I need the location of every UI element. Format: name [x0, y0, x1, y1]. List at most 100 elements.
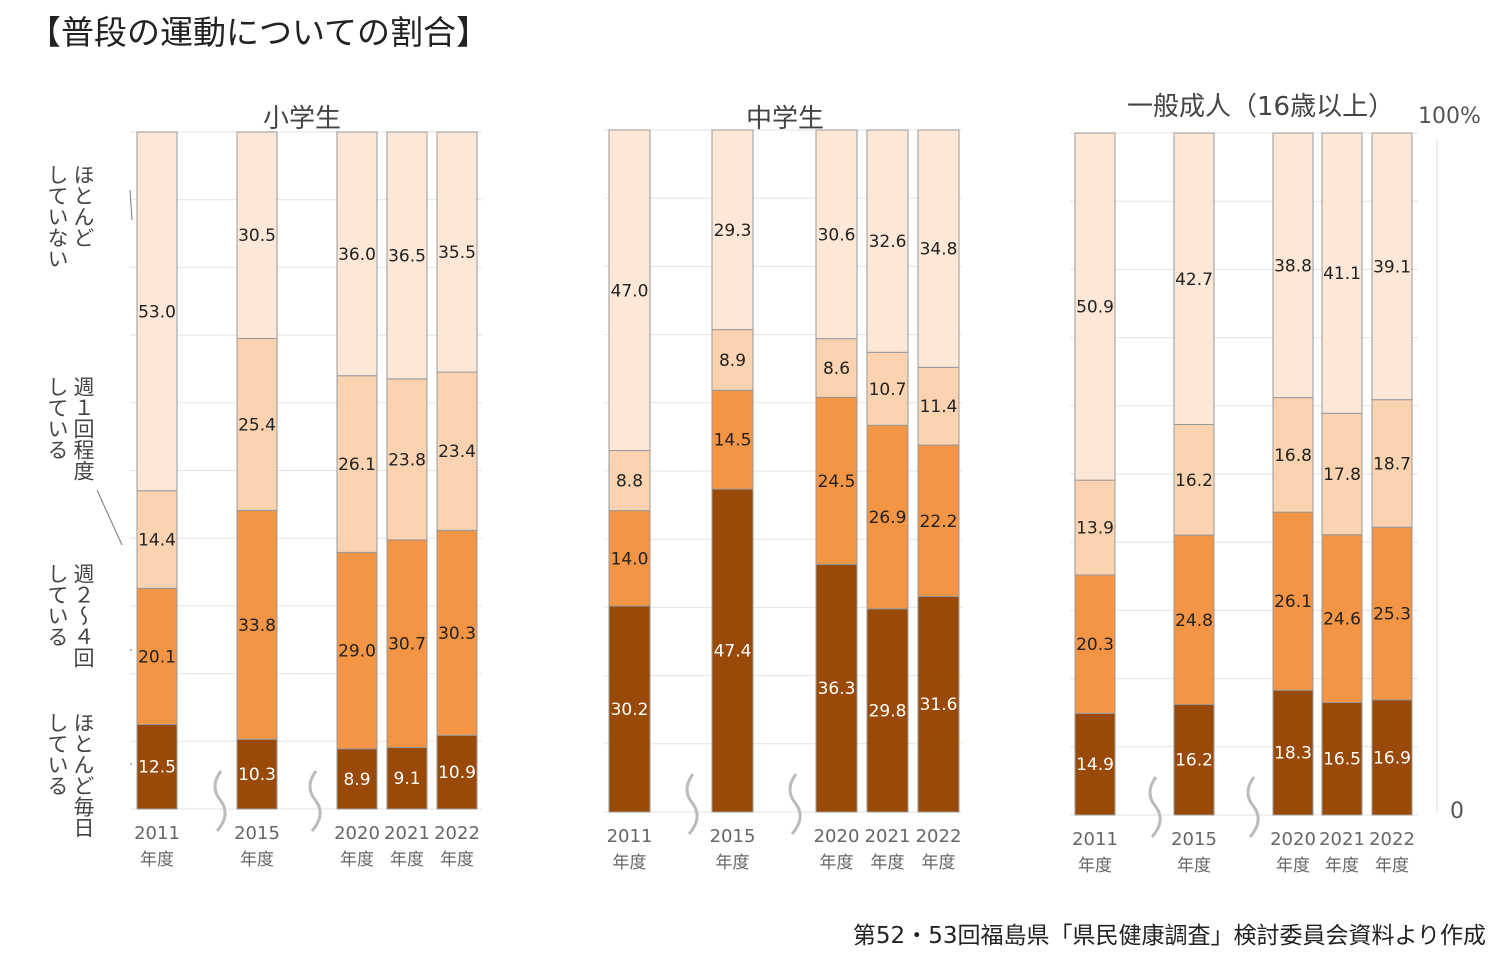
axis-label-bottom: 0	[1450, 799, 1464, 824]
data-label: 16.2	[1175, 471, 1213, 491]
figure-title: 【普段の運動についての割合】	[28, 13, 490, 52]
legend-label-none: ほとんど していない	[45, 164, 95, 269]
data-label: 11.4	[920, 397, 958, 417]
x-tick-suffix: 年度	[1276, 856, 1310, 876]
x-tick-label: 2021	[1319, 829, 1365, 850]
bar-segment	[336, 551, 378, 750]
data-label: 30.5	[238, 226, 276, 246]
data-label: 36.3	[818, 679, 856, 699]
bar-segment	[436, 529, 478, 736]
data-label: 24.5	[818, 472, 856, 492]
bar-segment	[436, 371, 478, 531]
x-tick-suffix: 年度	[716, 853, 750, 873]
data-label: 12.5	[138, 758, 176, 778]
data-label: 30.7	[388, 635, 426, 655]
x-tick-suffix: 年度	[340, 850, 374, 870]
x-tick-suffix: 年度	[1325, 856, 1359, 876]
data-label: 47.0	[611, 281, 649, 301]
bar-segment	[608, 605, 651, 813]
data-label: 32.6	[869, 232, 907, 252]
data-label: 16.9	[1373, 748, 1411, 768]
bar-segment	[866, 424, 909, 610]
bar-segment	[711, 129, 754, 331]
x-tick-suffix: 年度	[613, 853, 647, 873]
x-tick-label: 2021	[865, 826, 911, 847]
data-label: 34.8	[920, 240, 958, 260]
data-label: 50.9	[1076, 298, 1114, 318]
bar-segment	[336, 375, 378, 553]
bar-segment	[1173, 703, 1215, 816]
data-label: 25.3	[1373, 604, 1411, 624]
data-label: 18.3	[1274, 744, 1312, 764]
x-tick-suffix: 年度	[1078, 856, 1112, 876]
x-tick-label: 2015	[234, 823, 280, 844]
axis-break-mark	[308, 770, 322, 832]
data-label: 18.7	[1373, 454, 1411, 474]
bar-segment	[1321, 534, 1363, 703]
bar-segment	[608, 510, 651, 607]
bar-segment	[1272, 397, 1314, 513]
data-label: 24.6	[1323, 610, 1361, 630]
legend-label-daily: ほとんど毎日 している	[45, 712, 95, 838]
data-label: 47.4	[714, 642, 752, 662]
x-tick-label: 2011	[1072, 829, 1118, 850]
bar-segment	[236, 738, 278, 810]
legend-label-2-4-times: 週２～４回 している	[45, 563, 95, 668]
data-label: 26.9	[869, 508, 907, 528]
legend-leader-line	[96, 489, 123, 546]
data-label: 8.6	[823, 359, 850, 379]
axis-break-mark	[1148, 776, 1162, 838]
axis-break-mark	[685, 773, 699, 835]
x-tick-label: 2022	[916, 826, 962, 847]
bar-segment	[917, 129, 960, 368]
data-label: 42.7	[1175, 270, 1213, 290]
x-tick-label: 2022	[434, 823, 480, 844]
bar-segment	[1321, 412, 1363, 536]
axis-break-mark	[213, 770, 227, 832]
data-label: 8.9	[719, 351, 746, 371]
data-label: 17.8	[1323, 465, 1361, 485]
data-label: 41.1	[1323, 264, 1361, 284]
legend-label-once-weekly: 週１回程度 している	[45, 376, 95, 481]
panel-title-junior-high: 中学生	[746, 104, 825, 134]
bar-segment	[815, 129, 858, 340]
bar-segment	[436, 131, 478, 373]
x-tick-label: 2015	[710, 826, 756, 847]
bar-segment	[711, 488, 754, 813]
data-label: 14.4	[138, 531, 176, 551]
bar-segment	[866, 129, 909, 353]
bar-segment	[1074, 574, 1116, 714]
bar-segment	[1371, 699, 1413, 816]
axis-label-top: 100%	[1418, 104, 1481, 129]
data-label: 33.8	[238, 616, 276, 636]
bar-segment	[608, 129, 651, 452]
data-label: 24.8	[1175, 611, 1213, 631]
data-label: 16.5	[1323, 750, 1361, 770]
x-tick-label: 2020	[334, 823, 380, 844]
bar-segment	[1074, 479, 1116, 576]
bar-segment	[917, 444, 960, 597]
data-label: 26.1	[1274, 592, 1312, 612]
bar-segment	[136, 723, 178, 810]
data-label: 23.8	[388, 450, 426, 470]
source-note: 第52・53回福島県「県民健康調査」検討委員会資料より作成	[852, 923, 1486, 949]
data-label: 31.6	[920, 695, 958, 715]
data-label: 8.9	[343, 770, 370, 790]
bar-segment	[386, 746, 428, 810]
x-tick-suffix: 年度	[871, 853, 905, 873]
axis-break-mark	[788, 773, 802, 835]
data-label: 23.4	[438, 442, 476, 462]
bar-segment	[1321, 701, 1363, 816]
x-tick-label: 2022	[1369, 829, 1415, 850]
bar-segment	[386, 539, 428, 748]
data-label: 26.1	[338, 455, 376, 475]
data-label: 30.6	[818, 225, 856, 245]
data-label: 14.0	[611, 549, 649, 569]
x-tick-label: 2020	[814, 826, 860, 847]
data-label: 36.5	[388, 246, 426, 266]
data-label: 20.1	[138, 647, 176, 667]
data-label: 30.2	[611, 700, 649, 720]
x-tick-label: 2011	[607, 826, 653, 847]
